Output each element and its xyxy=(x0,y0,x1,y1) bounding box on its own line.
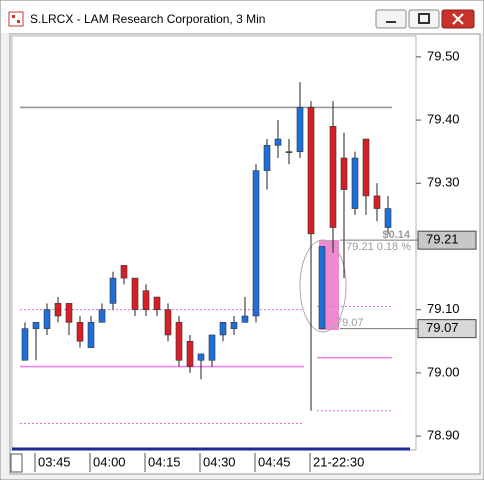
candle-body xyxy=(285,151,293,153)
scroll-box[interactable] xyxy=(10,453,23,473)
x-tick-label: 04:45 xyxy=(258,454,291,469)
y-tick-label: 79.30 xyxy=(427,175,460,190)
y-tick-label: 79.10 xyxy=(427,301,460,316)
candle-body xyxy=(329,126,337,228)
candle-body xyxy=(197,353,205,361)
candle-body xyxy=(219,322,227,336)
y-tick-label: 78.90 xyxy=(427,428,460,443)
candle-body xyxy=(153,296,161,310)
candle-body xyxy=(120,265,128,279)
window-title: S.LRCX - LAM Research Corporation, 3 Min xyxy=(30,12,265,26)
candle-body xyxy=(186,340,194,367)
candle-body xyxy=(340,157,348,190)
x-tick-label: 04:00 xyxy=(93,454,126,469)
highlight-ellipse xyxy=(299,239,347,333)
candle-body xyxy=(175,322,183,361)
y-tick-label: 79.40 xyxy=(427,112,460,127)
candle-body xyxy=(142,290,150,310)
y-tick-label: 79.50 xyxy=(427,48,460,63)
annotation: 79.21 0.18 % xyxy=(346,241,411,253)
candle-body xyxy=(274,138,282,146)
x-tick-label: 04:30 xyxy=(203,454,236,469)
candle-body xyxy=(131,277,139,310)
x-tick-label: 03:45 xyxy=(38,454,71,469)
annotation: $0.14 xyxy=(382,229,410,241)
maximize-button[interactable] xyxy=(408,9,440,29)
candle-body xyxy=(373,195,381,209)
candle-body xyxy=(307,107,315,235)
y-tick-label: 79.00 xyxy=(427,364,460,379)
candle-body xyxy=(98,309,106,323)
candle-body xyxy=(241,315,249,323)
candle-body xyxy=(43,309,51,329)
candle-body xyxy=(252,170,260,317)
price-marker-label: 79.21 xyxy=(426,232,459,247)
candle-body xyxy=(362,138,370,197)
plot-area xyxy=(11,35,417,451)
price-marker-box xyxy=(417,230,477,250)
price-marker-box xyxy=(417,319,477,339)
maximize-icon xyxy=(418,13,430,24)
candle-body xyxy=(54,303,62,317)
x-tick-label: 21-22:30 xyxy=(313,454,364,469)
plot: 79.50 79.40 79.30 79.10 79.00 78.90 03:45 04:00… xyxy=(20,48,477,472)
candle-body xyxy=(384,208,392,228)
candle-body xyxy=(351,157,359,209)
app-icon-dot xyxy=(17,20,20,23)
candle-body xyxy=(109,277,117,304)
price-marker-label: 79.07 xyxy=(426,320,459,335)
annotation: 79.07 xyxy=(336,317,364,329)
minimize-button[interactable] xyxy=(375,9,407,29)
candle-body xyxy=(76,322,84,342)
candle-body xyxy=(21,328,29,361)
candle-body xyxy=(32,322,40,329)
close-icon xyxy=(452,13,464,25)
candle-body xyxy=(318,246,326,329)
x-tick-label: 04:15 xyxy=(148,454,181,469)
candle-body xyxy=(65,303,73,323)
candle-body xyxy=(263,145,271,171)
candle-body xyxy=(230,322,238,329)
candle-body xyxy=(87,322,95,348)
app-icon xyxy=(8,11,24,27)
candle-body xyxy=(296,107,304,152)
candle-body xyxy=(208,334,216,361)
candle-body xyxy=(164,309,172,336)
app-icon-dot xyxy=(12,15,15,18)
